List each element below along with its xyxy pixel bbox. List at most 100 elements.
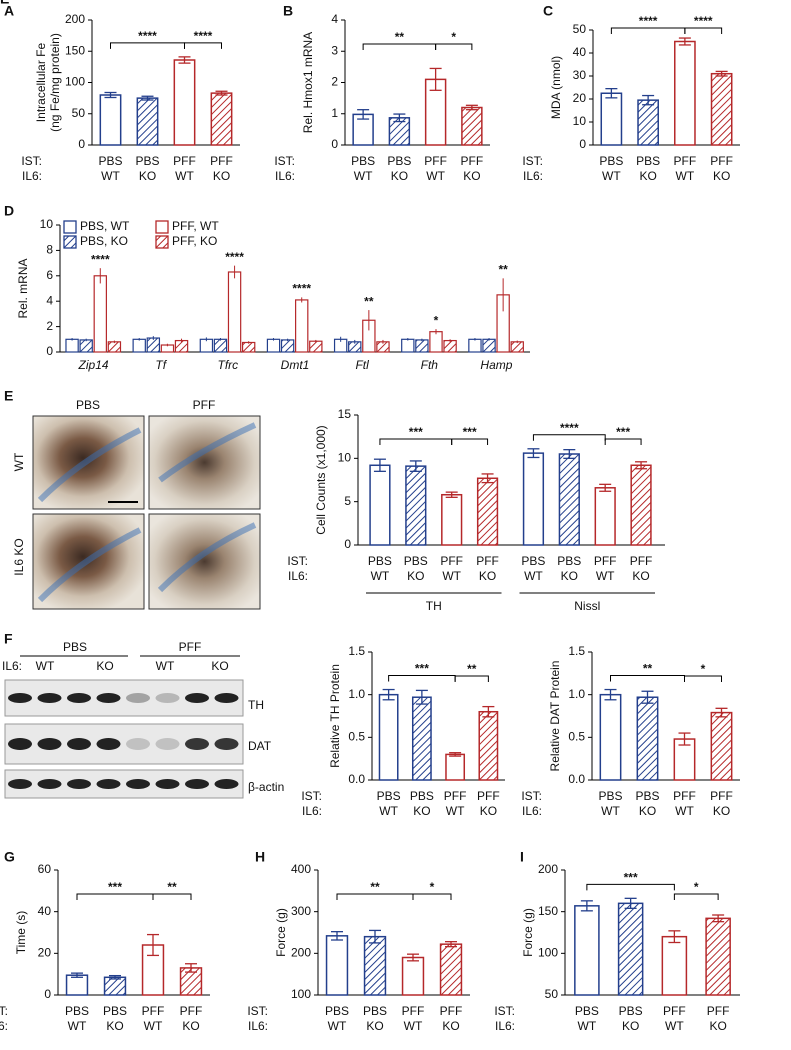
- ist-label: PBS: [387, 154, 411, 168]
- il6-label: KO: [442, 1019, 459, 1033]
- tissue-stain: [37, 422, 257, 603]
- il6-label: KO: [106, 1019, 123, 1033]
- il6-label: WT: [675, 804, 694, 818]
- group-label: Nissl: [574, 599, 600, 613]
- sig-bracket: [336, 893, 414, 900]
- ist-label: PFF: [707, 1004, 730, 1018]
- ist-label: PFF: [710, 154, 733, 168]
- ist-label: PFF: [210, 154, 233, 168]
- y-axis-title: Rel. mRNA: [16, 258, 30, 318]
- sig-label: *: [694, 880, 699, 894]
- il6-row-label: IL6:: [288, 569, 308, 583]
- il6-label: KO: [407, 569, 424, 583]
- y-axis-title: MDA (nmol): [549, 56, 563, 119]
- y-tick-label: 4: [331, 12, 338, 26]
- ist-label: PBS: [404, 554, 428, 568]
- group-label: PBS: [63, 640, 87, 654]
- il6-label: KO: [391, 169, 408, 183]
- ist-row-label: IST:: [301, 789, 322, 803]
- blot-row-label: β-actin: [248, 780, 284, 794]
- y-tick-label: 0.5: [348, 730, 365, 744]
- ist-label: PBS: [135, 154, 159, 168]
- ist-label: PFF: [424, 154, 447, 168]
- blot-row-label: DAT: [248, 739, 272, 753]
- y-tick-label: 2: [46, 319, 53, 333]
- blot-row-label: TH: [248, 698, 264, 712]
- bar: [369, 464, 391, 546]
- sig-label: ****: [292, 282, 311, 296]
- ist-label: PBS: [351, 154, 375, 168]
- il6-row-label: IL6:: [275, 169, 295, 183]
- genotype-label: KO: [96, 659, 113, 673]
- bar: [103, 976, 127, 996]
- y-tick-label: 1: [331, 106, 338, 120]
- y-tick-label: 40: [573, 45, 587, 59]
- sig-bracket: [379, 438, 453, 445]
- bar: [439, 943, 463, 996]
- il6-label: KO: [561, 569, 578, 583]
- sig-label: **: [467, 662, 477, 676]
- il6-row-label: IL6:: [302, 804, 322, 818]
- y-axis-title: Time (s): [14, 911, 28, 955]
- y-tick-label: 10: [338, 451, 352, 465]
- il6-label: KO: [182, 1019, 199, 1033]
- bar: [132, 338, 146, 353]
- y-tick-label: 4: [46, 293, 53, 307]
- sig-bracket: [684, 27, 723, 34]
- y-tick-label: 100: [65, 75, 85, 89]
- bar: [558, 453, 580, 546]
- blot-band: [8, 779, 32, 789]
- y-axis-title: Intracellular Fe: [34, 42, 48, 122]
- ist-label: PBS: [635, 789, 659, 803]
- ist-label: PBS: [599, 154, 623, 168]
- sig-label: ****: [639, 14, 658, 28]
- y-tick-label: 8: [46, 243, 53, 257]
- il6-label: IL6:: [2, 659, 22, 673]
- bar: [630, 464, 652, 546]
- sig-label: *: [451, 30, 456, 44]
- il6-label: KO: [139, 169, 156, 183]
- blot-band: [96, 693, 121, 703]
- sig-label: ****: [560, 421, 579, 435]
- bar: [378, 693, 399, 781]
- y-tick-label: 0: [579, 137, 586, 151]
- legend-label: PFF, KO: [172, 234, 217, 248]
- ist-label: PFF: [402, 1004, 425, 1018]
- sig-label: ****: [694, 14, 713, 28]
- bar: [617, 902, 644, 996]
- blot-band: [8, 738, 32, 750]
- blot-band: [67, 738, 91, 750]
- blot-band: [126, 779, 150, 789]
- blot-band: [185, 738, 209, 750]
- ist-label: PFF: [440, 554, 463, 568]
- bar: [599, 693, 622, 781]
- ist-label: PFF: [663, 1004, 686, 1018]
- il6-label: WT: [379, 804, 398, 818]
- blot-band: [155, 738, 180, 750]
- il6-row-label: IL6:: [248, 1019, 268, 1033]
- blot-band: [96, 779, 121, 789]
- ist-label: PBS: [575, 1004, 599, 1018]
- sig-label: ***: [616, 425, 630, 439]
- sig-bracket: [76, 893, 154, 900]
- bar: [441, 493, 463, 546]
- ist-label: PFF: [173, 154, 196, 168]
- il6-row-label: IL6:: [522, 804, 542, 818]
- bar: [173, 59, 196, 146]
- blot-band: [155, 779, 180, 789]
- x-tick-label: Fth: [421, 358, 439, 372]
- sig-bracket: [684, 675, 722, 682]
- y-tick-label: 60: [38, 862, 52, 876]
- ist-label: PBS: [368, 554, 392, 568]
- bar: [443, 339, 457, 353]
- bar: [476, 477, 499, 546]
- panel-letter: E: [4, 388, 13, 404]
- il6-label: KO: [639, 804, 656, 818]
- y-axis-title: Rel. Hmox1 mRNA: [301, 32, 315, 133]
- ist-label: PBS: [377, 789, 401, 803]
- ist-row-label: IST:: [247, 1004, 268, 1018]
- ist-label: PFF: [461, 154, 484, 168]
- bar: [705, 917, 731, 996]
- sig-bracket: [673, 893, 719, 900]
- bar: [280, 339, 295, 353]
